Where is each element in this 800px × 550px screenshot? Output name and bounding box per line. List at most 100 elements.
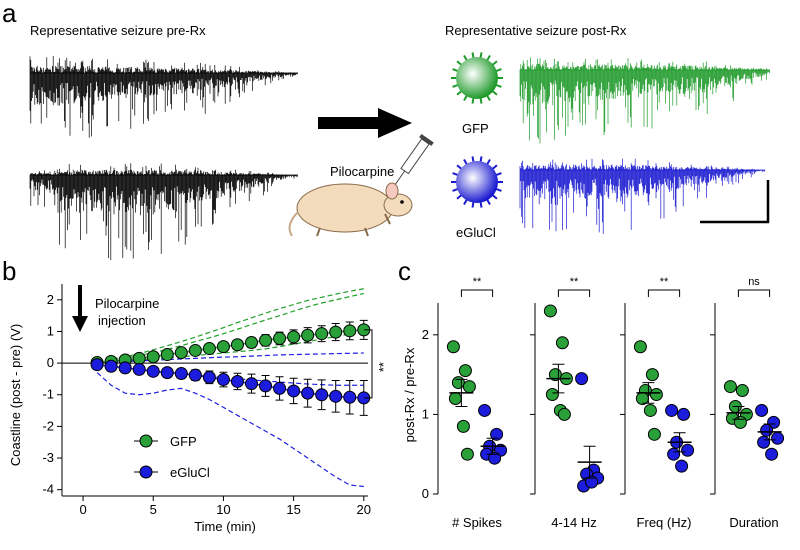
point	[488, 451, 502, 465]
virus-body	[456, 57, 498, 99]
point	[301, 328, 315, 342]
point	[174, 346, 188, 360]
point	[446, 340, 460, 354]
sem-bar	[486, 437, 499, 455]
virus-spike	[456, 194, 463, 200]
significance-bracket	[460, 289, 494, 297]
legend-label: eGluCl	[170, 465, 210, 480]
significance: **	[473, 276, 482, 288]
y-tick-label: 2	[47, 292, 54, 307]
significance-bracket	[557, 289, 591, 297]
point	[585, 475, 599, 489]
trace	[29, 56, 298, 138]
virus-spike	[486, 158, 491, 166]
annotation: Pilocarpine	[95, 296, 159, 311]
point	[681, 443, 695, 457]
point	[329, 389, 343, 403]
point	[216, 373, 230, 387]
virus-spike	[463, 158, 468, 166]
y-axis-label: post-Rx / pre-Rx	[402, 347, 417, 442]
point	[132, 351, 146, 365]
sem-bar	[455, 378, 468, 407]
significance-bracket	[364, 329, 373, 399]
trace-title: Representative seizure post-Rx	[445, 23, 627, 38]
virus-spike	[495, 187, 502, 192]
point	[555, 336, 569, 350]
subplot-title: 4-14 Hz	[551, 515, 597, 530]
point	[723, 380, 737, 394]
virus-spike	[491, 194, 498, 200]
point	[287, 330, 301, 344]
point	[230, 338, 244, 352]
y-tick-label: -1	[42, 387, 54, 402]
x-tick-label: 5	[150, 502, 157, 517]
virus-spike	[463, 198, 468, 206]
point	[647, 427, 661, 441]
point	[160, 348, 174, 362]
sem-bar	[552, 363, 565, 394]
point	[343, 390, 357, 404]
y-tick-label: -2	[42, 418, 54, 433]
point	[760, 423, 774, 437]
point	[667, 447, 681, 461]
point	[188, 368, 202, 382]
point	[456, 419, 470, 433]
point	[643, 403, 657, 417]
point	[543, 304, 557, 318]
point	[545, 388, 559, 402]
virus-spike	[456, 164, 463, 170]
point	[575, 372, 589, 386]
traces	[29, 56, 770, 260]
virus-body	[456, 161, 498, 203]
point	[259, 379, 273, 393]
x-tick-label: 20	[357, 502, 371, 517]
point	[104, 359, 118, 373]
virus-spike	[456, 60, 463, 66]
virus-spike	[486, 198, 491, 206]
panel-label: a	[2, 0, 17, 28]
subplot-title: # Spikes	[452, 515, 502, 530]
point	[557, 407, 571, 421]
point	[633, 340, 647, 354]
significance: **	[376, 362, 391, 372]
point	[490, 427, 504, 441]
virus-icons	[451, 52, 503, 208]
panel-label: c	[398, 256, 411, 286]
sem-bar	[673, 432, 686, 453]
subplot-title: Freq (Hz)	[637, 515, 692, 530]
point	[90, 358, 104, 372]
y-axis-label: Coastline (post - pre) (V)	[8, 324, 23, 466]
virus-spike	[452, 187, 459, 192]
virus-spike	[495, 68, 502, 73]
trace-line	[97, 292, 364, 363]
x-tick-label: 10	[216, 502, 230, 517]
y-tick-label: -3	[42, 450, 54, 465]
point	[675, 459, 689, 473]
point	[315, 388, 329, 402]
panel-label: b	[2, 256, 16, 286]
point	[244, 336, 258, 350]
sem-bar	[583, 445, 596, 479]
significance: **	[660, 276, 669, 288]
point	[448, 392, 462, 405]
y-tick-label: -4	[42, 482, 54, 497]
arrow-head	[378, 108, 412, 138]
point	[160, 366, 174, 380]
point	[230, 374, 244, 388]
point	[765, 447, 779, 461]
point	[733, 415, 747, 429]
subplot-title: Duration	[729, 515, 778, 530]
significance: **	[570, 276, 579, 288]
annotation: injection	[98, 313, 146, 328]
point	[635, 392, 649, 405]
sem-bar	[732, 405, 745, 420]
y-tick-label: 1	[422, 406, 429, 421]
mouse	[288, 133, 434, 237]
point	[273, 331, 287, 345]
virus-spike	[463, 94, 468, 102]
point	[174, 367, 188, 381]
drug-label: Pilocarpine	[330, 164, 394, 179]
point	[259, 333, 273, 347]
trace-title: Representative seizure pre-Rx	[30, 23, 206, 38]
trace-line	[96, 372, 364, 488]
